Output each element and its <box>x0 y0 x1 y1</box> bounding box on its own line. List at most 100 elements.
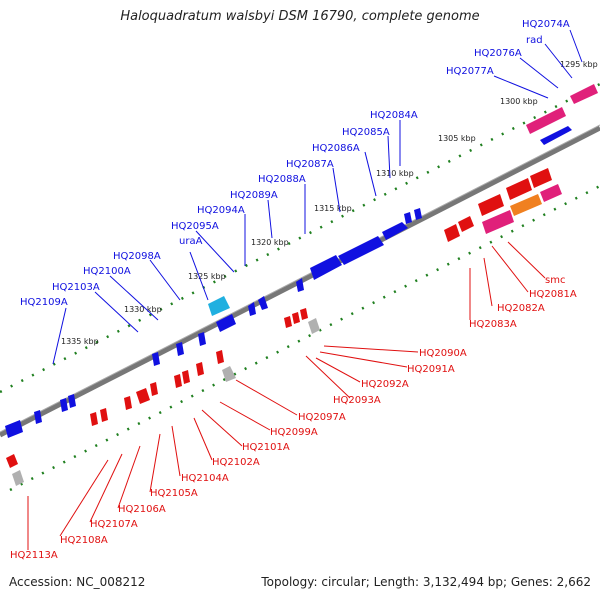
kbp-marks: 1295 kbp 1300 kbp 1305 kbp 1310 kbp 1315… <box>61 60 598 346</box>
gene-arrow[interactable] <box>174 374 182 388</box>
gene-arrow[interactable] <box>414 208 422 220</box>
bottom-labels: smc HQ2081A HQ2082A HQ2083A HQ2090A HQ20… <box>10 275 577 561</box>
gene-arrow[interactable] <box>136 388 150 404</box>
gene-arrow[interactable] <box>34 410 42 424</box>
gene-label[interactable]: HQ2100A <box>83 266 131 277</box>
gene-label[interactable]: HQ2076A <box>474 48 522 59</box>
gene-label[interactable]: HQ2106A <box>118 504 166 515</box>
gene-label[interactable]: HQ2082A <box>497 303 545 314</box>
gene-label[interactable]: smc <box>545 275 565 286</box>
gene-arrow[interactable] <box>284 316 292 328</box>
gene-arrow[interactable] <box>216 314 236 332</box>
gene-arrow[interactable] <box>540 126 572 145</box>
kbp-mark: 1330 kbp <box>124 305 162 314</box>
gene-arrow[interactable] <box>12 470 24 486</box>
kbp-mark: 1320 kbp <box>251 238 289 247</box>
top-labels: HQ2074A rad HQ2076A HQ2077A HQ2084A HQ20… <box>20 19 570 308</box>
gene-label[interactable]: HQ2086A <box>312 143 360 154</box>
gene-arrow[interactable] <box>150 382 158 396</box>
gene-label[interactable]: HQ2087A <box>286 159 334 170</box>
accession-text: Accession: NC_008212 <box>9 575 146 589</box>
gene-arrow[interactable] <box>6 454 18 468</box>
gene-arrow[interactable] <box>526 107 566 134</box>
gene-label[interactable]: HQ2109A <box>20 297 68 308</box>
gene-label[interactable]: HQ2105A <box>150 488 198 499</box>
gene-arrow[interactable] <box>310 255 342 280</box>
gene-label[interactable]: HQ2089A <box>230 190 278 201</box>
gene-arrow[interactable] <box>338 236 384 265</box>
gene-label[interactable]: uraA <box>179 236 203 247</box>
gene-label[interactable]: HQ2107A <box>90 519 138 530</box>
topology-text: Topology: circular; Length: 3,132,494 bp… <box>261 575 591 589</box>
gene-arrow[interactable] <box>300 308 308 320</box>
gene-arrow[interactable] <box>510 194 542 216</box>
gene-label[interactable]: HQ2104A <box>181 473 229 484</box>
gene-label[interactable]: HQ2090A <box>419 348 467 359</box>
gene-label[interactable]: HQ2113A <box>10 550 58 561</box>
gene-arrow[interactable] <box>296 278 304 292</box>
gene-arrow[interactable] <box>100 408 108 422</box>
gene-arrow[interactable] <box>540 184 562 202</box>
gene-arrow[interactable] <box>248 302 256 316</box>
gene-label[interactable]: HQ2081A <box>529 289 577 300</box>
gene-arrow[interactable] <box>68 394 76 408</box>
gene-arrow[interactable] <box>444 224 460 242</box>
minus-strand-genes <box>6 168 562 486</box>
gene-arrow[interactable] <box>404 212 412 224</box>
gene-label[interactable]: HQ2085A <box>342 127 390 138</box>
gene-arrow[interactable] <box>124 396 132 410</box>
gene-arrow[interactable] <box>570 84 598 104</box>
gene-arrow[interactable] <box>482 210 514 234</box>
gene-label[interactable]: HQ2103A <box>52 282 100 293</box>
gene-arrow[interactable] <box>182 370 190 384</box>
gene-arrow[interactable] <box>176 342 184 356</box>
gene-arrow[interactable] <box>208 296 230 316</box>
gene-arrow[interactable] <box>308 318 320 334</box>
gene-label[interactable]: HQ2074A <box>522 19 570 30</box>
gene-arrow[interactable] <box>382 222 408 240</box>
gene-label[interactable]: HQ2077A <box>446 66 494 77</box>
gene-arrow[interactable] <box>60 398 68 412</box>
kbp-mark: 1335 kbp <box>61 337 99 346</box>
gene-arrow[interactable] <box>216 350 224 364</box>
kbp-mark: 1325 kbp <box>188 272 226 281</box>
kbp-mark: 1305 kbp <box>438 134 476 143</box>
bottom-label-connectors <box>27 241 546 550</box>
gene-label[interactable]: HQ2098A <box>113 251 161 262</box>
kbp-mark: 1310 kbp <box>376 169 414 178</box>
gene-label[interactable]: HQ2102A <box>212 457 260 468</box>
kbp-mark: 1315 kbp <box>314 204 352 213</box>
gene-arrow[interactable] <box>258 296 268 310</box>
gene-label[interactable]: HQ2088A <box>258 174 306 185</box>
gene-label[interactable]: HQ2101A <box>242 442 290 453</box>
gene-arrow[interactable] <box>292 312 300 324</box>
gene-label[interactable]: HQ2092A <box>361 379 409 390</box>
scale-track-upper <box>0 82 600 394</box>
gene-label[interactable]: HQ2083A <box>469 319 517 330</box>
gene-arrow[interactable] <box>222 366 236 382</box>
gene-label[interactable]: HQ2108A <box>60 535 108 546</box>
gene-label[interactable]: HQ2099A <box>270 427 318 438</box>
gene-label[interactable]: HQ2097A <box>298 412 346 423</box>
top-label-connectors <box>52 29 583 365</box>
gene-label[interactable]: HQ2095A <box>171 221 219 232</box>
gene-arrow[interactable] <box>198 332 206 346</box>
scale-track-lower <box>9 184 600 492</box>
gene-label[interactable]: HQ2091A <box>407 364 455 375</box>
gene-arrow[interactable] <box>530 168 552 188</box>
gene-arrow[interactable] <box>478 194 504 216</box>
gene-arrow[interactable] <box>152 352 160 366</box>
gene-label[interactable]: HQ2093A <box>333 395 381 406</box>
gene-label[interactable]: HQ2084A <box>370 110 418 121</box>
gene-arrow[interactable] <box>506 178 532 200</box>
gene-arrow[interactable] <box>196 362 204 376</box>
gene-arrow[interactable] <box>5 420 23 438</box>
gene-label[interactable]: rad <box>526 35 543 46</box>
gene-arrow[interactable] <box>90 412 98 426</box>
page-title: Haloquadratum walsbyi DSM 16790, complet… <box>120 9 480 24</box>
kbp-mark: 1295 kbp <box>560 60 598 69</box>
plus-strand-genes <box>5 84 598 438</box>
gene-label[interactable]: HQ2094A <box>197 205 245 216</box>
gene-arrow[interactable] <box>458 216 474 232</box>
